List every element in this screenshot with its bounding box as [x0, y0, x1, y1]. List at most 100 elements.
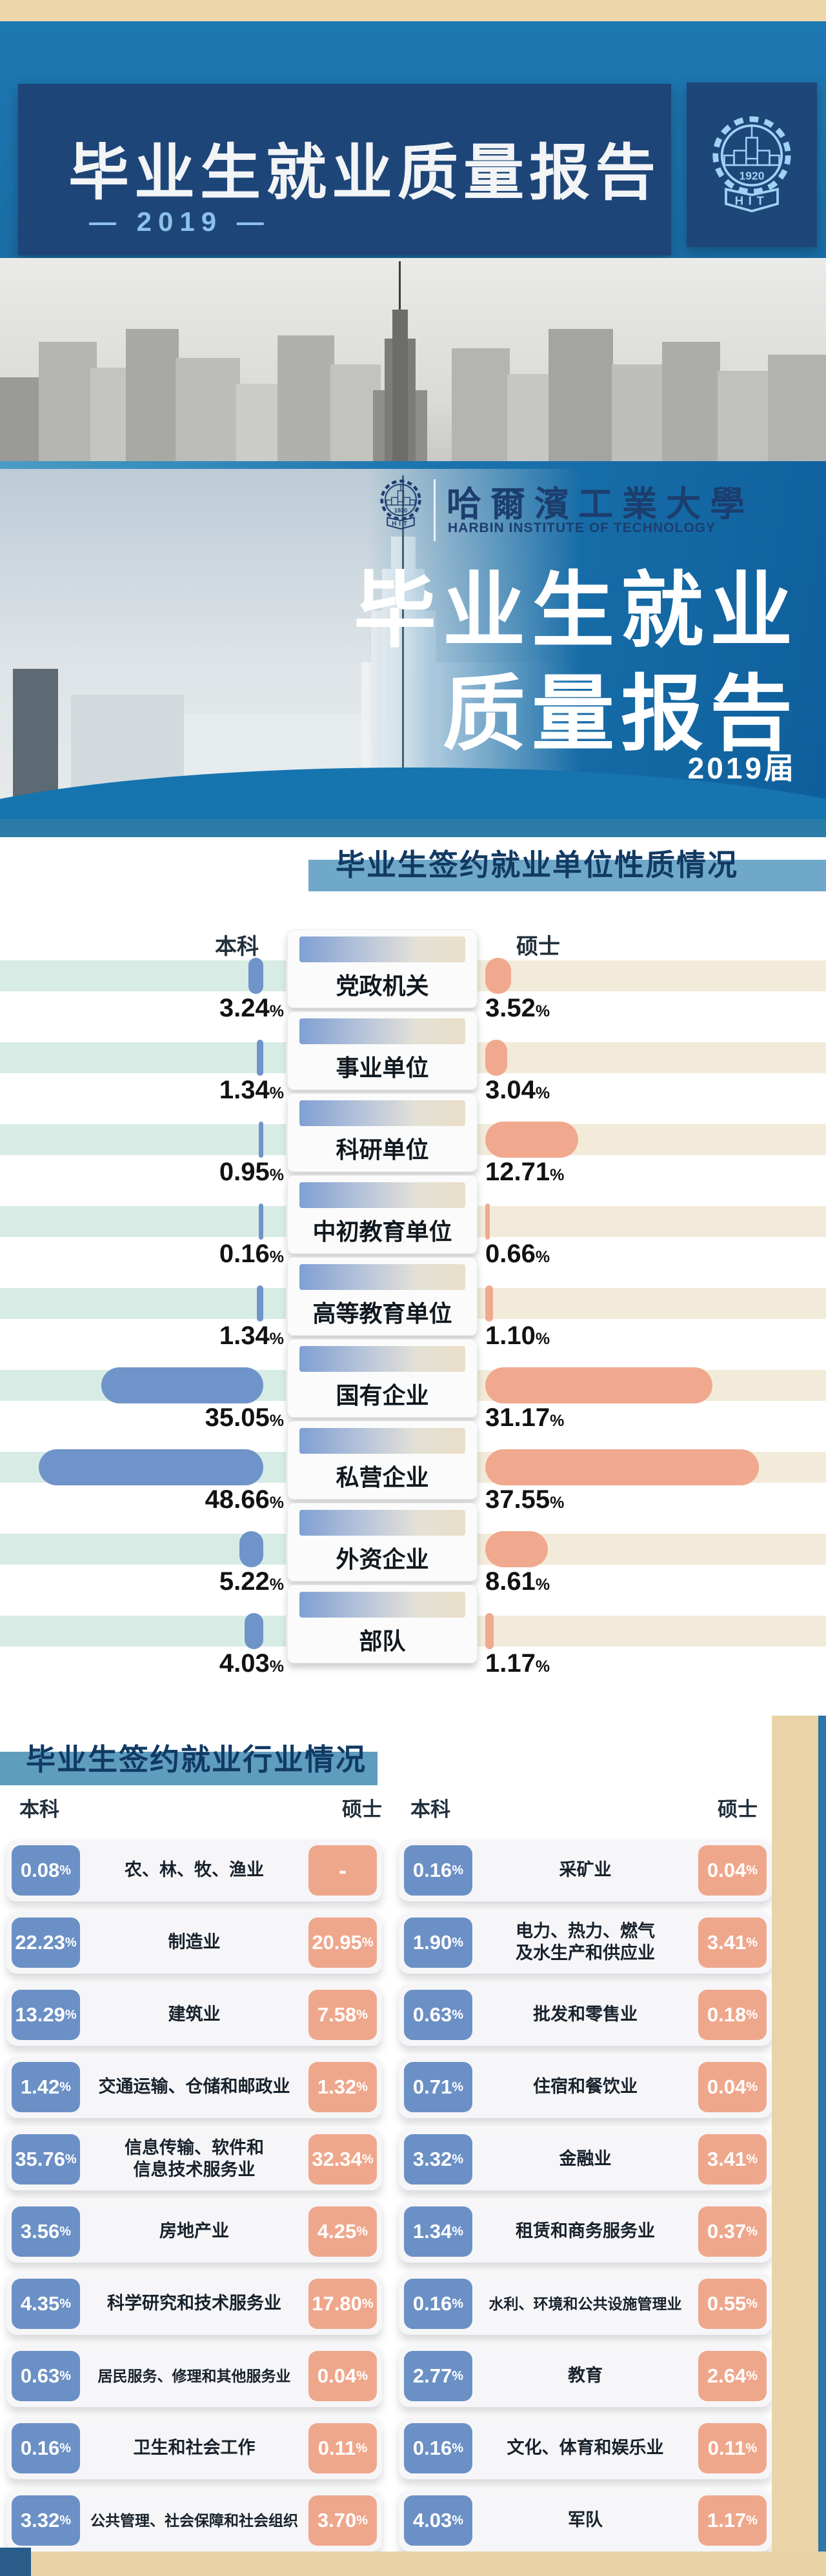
hit-emblem-icon	[703, 110, 800, 220]
value-number: 0.66	[485, 1240, 536, 1268]
industry-row: 1.90% 电力、热力、燃气 及水生产和供应业 3.41%	[399, 1912, 772, 1974]
master-bar	[485, 1204, 490, 1240]
value-number: 1.34	[412, 2220, 452, 2243]
master-bar-track	[478, 1616, 826, 1647]
building-silhouette	[126, 329, 179, 461]
percent-sign: %	[269, 1330, 284, 1348]
value-number: 3.32	[20, 2509, 60, 2531]
master-bar	[485, 1285, 493, 1322]
percent-sign: %	[59, 2224, 72, 2239]
undergrad-bar-track	[0, 1206, 286, 1237]
university-name-en: HARBIN INSTITUTE OF TECHNOLOGY	[448, 520, 716, 535]
percent-sign: %	[535, 1576, 550, 1594]
value-number: 3.41	[707, 1931, 747, 1954]
undergrad-pill: 4.35%	[12, 2279, 80, 2329]
unit-card: 私营企业	[287, 1421, 478, 1500]
master-pill: 0.04%	[698, 2062, 767, 2112]
value-number: 4.25	[317, 2220, 357, 2243]
unit-card-gradient-strip	[299, 1018, 465, 1044]
unit-card-gradient-strip	[299, 936, 465, 962]
master-pill: -	[308, 1845, 377, 1896]
unit-card: 事业单位	[287, 1011, 478, 1090]
unit-card-gradient-strip	[299, 1346, 465, 1372]
percent-sign: %	[535, 1658, 550, 1676]
building-silhouette	[768, 355, 826, 461]
master-pill: 7.58%	[308, 1990, 377, 2040]
value-number: 8.61	[485, 1567, 536, 1596]
undergrad-bar-track	[0, 1042, 286, 1073]
undergrad-value: 3.24%	[0, 994, 284, 1023]
value-number: 0.16	[412, 2437, 452, 2459]
undergrad-bar-track	[0, 960, 286, 991]
value-number: 0.11	[317, 2437, 356, 2459]
tower-top	[392, 310, 408, 461]
value-number: 3.70	[317, 2509, 357, 2531]
value-number: 3.04	[485, 1076, 536, 1104]
percent-sign: %	[356, 2368, 368, 2383]
section-unit-title: 毕业生签约就业单位性质情况	[336, 848, 738, 882]
industry-row: 4.03% 军队 1.17%	[399, 2490, 772, 2551]
industry-label: 公共管理、社会保障和社会组织	[90, 2512, 298, 2529]
undergrad-bar	[259, 1204, 263, 1240]
master-bar	[485, 1367, 712, 1403]
value-number: 22.23	[15, 1931, 65, 1954]
master-value: 3.04%	[485, 1076, 550, 1105]
percent-sign: %	[59, 2441, 72, 2455]
value-number: 12.71	[485, 1158, 550, 1186]
percent-sign: %	[59, 2368, 72, 2383]
unit-row: 科研单位 0.95% 12.71%	[0, 1093, 826, 1206]
building-silhouette	[452, 348, 510, 461]
percent-sign: %	[746, 2007, 758, 2022]
master-bar	[485, 1040, 507, 1076]
master-pill: 0.18%	[698, 1990, 767, 2040]
unit-card-gradient-strip	[299, 1592, 465, 1618]
master-bar-track	[478, 960, 826, 991]
industry-row: 0.16% 采矿业 0.04%	[399, 1839, 772, 1901]
undergrad-value: 0.16%	[0, 1240, 284, 1269]
value-number: 1.42	[20, 2076, 60, 2098]
value-number: 0.04	[317, 2364, 357, 2387]
missing-value-dash: -	[339, 1857, 347, 1883]
undergrad-pill: 0.63%	[12, 2351, 80, 2401]
industry-label: 金融业	[559, 2149, 612, 2169]
value-number: 4.03	[219, 1649, 270, 1678]
axis-label-master: 硕士	[516, 935, 560, 959]
unit-row: 私营企业 48.66% 37.55%	[0, 1421, 826, 1534]
undergrad-bar	[257, 1285, 263, 1322]
undergrad-pill: 0.08%	[12, 1845, 80, 1896]
value-number: 0.18	[707, 2003, 747, 2026]
university-name-cn: 哈爾濱工業大學	[447, 485, 754, 524]
unit-category-label: 私营企业	[336, 1464, 429, 1491]
section-industry-title: 毕业生签约就业行业情况	[26, 1743, 367, 1776]
right-blue-strip	[818, 1716, 826, 2576]
right-tan-strip	[772, 1716, 818, 2576]
campus-tower-spire	[402, 475, 404, 807]
industry-row: 1.34% 租赁和商务服务业 0.37%	[399, 2201, 772, 2263]
percent-sign: %	[550, 1494, 565, 1512]
master-pill: 4.25%	[308, 2206, 377, 2257]
undergrad-pill: 4.03%	[404, 2495, 472, 2546]
unit-card: 高等教育单位	[287, 1257, 478, 1336]
industry-row: 3.56% 房地产业 4.25%	[6, 2201, 382, 2263]
value-number: 17.80	[312, 2292, 362, 2315]
unit-card: 科研单位	[287, 1093, 478, 1172]
undergrad-value: 5.22%	[0, 1567, 284, 1596]
percent-sign: %	[361, 2152, 374, 2166]
master-pill: 0.11%	[308, 2423, 377, 2473]
value-number: 1.17	[485, 1649, 536, 1678]
percent-sign: %	[452, 2224, 464, 2239]
building-silhouette	[330, 364, 381, 461]
percent-sign: %	[59, 2513, 72, 2528]
percent-sign: %	[452, 1935, 464, 1950]
unit-category-label: 高等教育单位	[312, 1300, 452, 1327]
building-silhouette	[662, 342, 720, 461]
value-number: 48.66	[205, 1485, 270, 1514]
undergrad-bar	[101, 1367, 263, 1403]
building-silhouette	[236, 384, 281, 461]
master-pill: 1.32%	[308, 2062, 377, 2112]
building-silhouette	[0, 377, 45, 461]
value-number: 0.11	[707, 2437, 746, 2459]
percent-sign: %	[746, 2296, 758, 2311]
value-number: 1.17	[707, 2509, 747, 2531]
value-number: 3.41	[707, 2148, 747, 2170]
